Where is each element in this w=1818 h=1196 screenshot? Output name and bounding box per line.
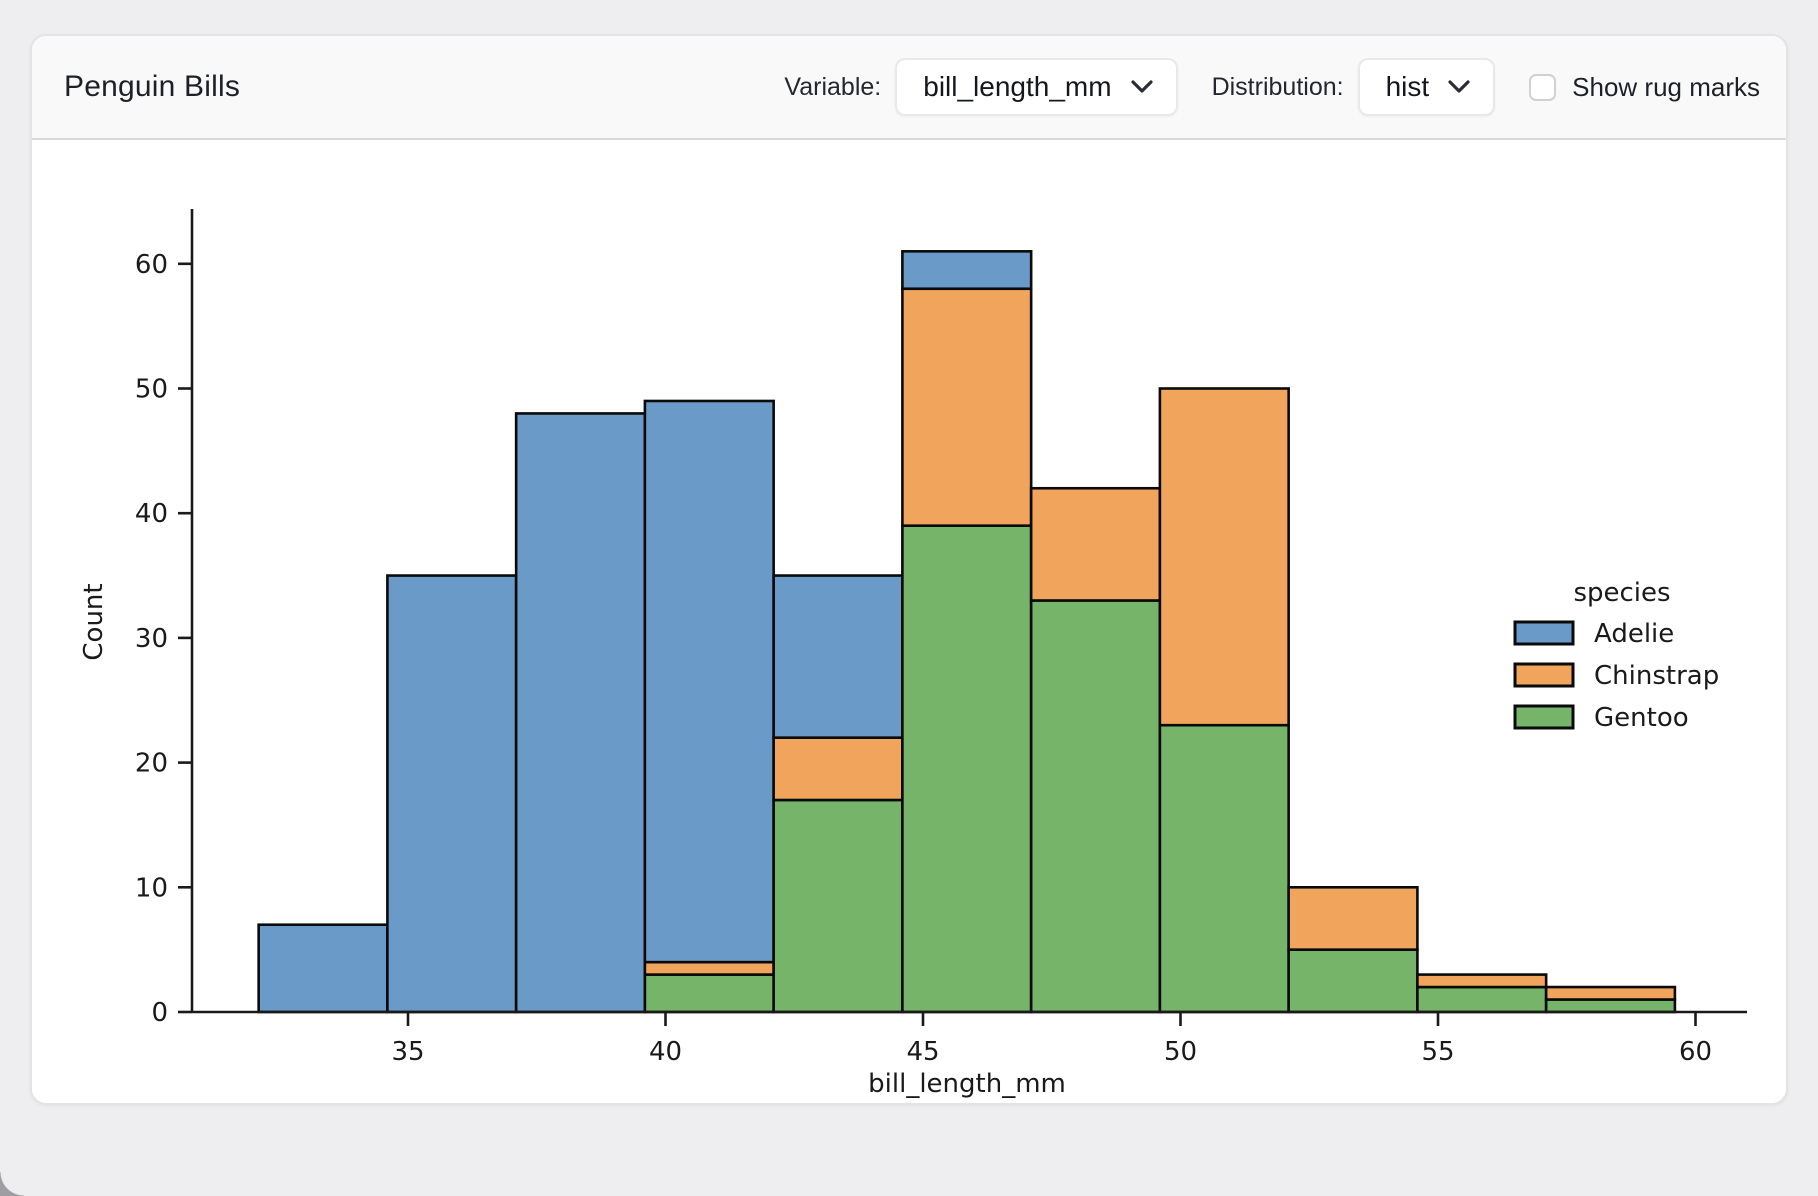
bar-segment-gentoo-bin5 <box>901 524 1033 1014</box>
bar-segment-gentoo-bin3 <box>643 973 775 1014</box>
legend-title: species <box>1573 578 1670 608</box>
show-rug-marks-checkbox[interactable] <box>1529 73 1557 101</box>
legend-swatch-gentoo <box>1513 704 1575 730</box>
x-tick-label: 40 <box>649 1037 682 1067</box>
bar-segment-gentoo-bin6 <box>1029 599 1162 1014</box>
x-tick-label: 35 <box>391 1037 424 1067</box>
chart-area: 35 40 45 50 55 60 0 10 20 30 40 50 60 bill_length_mm C… <box>32 142 1786 1103</box>
y-tick-label: 10 <box>135 873 168 903</box>
bar-segment-gentoo-bin9 <box>1416 985 1548 1014</box>
x-axis-label: bill_length_mm <box>868 1069 1066 1099</box>
bar-segment-chinstrap-bin9 <box>1416 973 1548 989</box>
bar-segment-gentoo-bin4 <box>772 798 904 1014</box>
variable-select[interactable]: bill_length_mm <box>895 58 1178 116</box>
bar-segment-chinstrap-bin10 <box>1544 985 1677 1001</box>
y-tick-label: 0 <box>151 998 168 1028</box>
bar-segment-adelie-bin0 <box>257 923 389 1014</box>
bar-segment-gentoo-bin8 <box>1287 948 1419 1014</box>
distribution-label: Distribution: <box>1211 72 1344 101</box>
legend-label-adelie: Adelie <box>1594 619 1674 649</box>
y-tick-label: 30 <box>135 624 168 654</box>
page-title: Penguin Bills <box>64 70 241 103</box>
bar-segment-adelie-bin5 <box>901 250 1033 291</box>
bar-segment-adelie-bin2 <box>514 412 647 1014</box>
x-tick-label: 55 <box>1421 1037 1454 1067</box>
y-tick-label: 20 <box>135 749 168 779</box>
bar-segment-gentoo-bin10 <box>1544 998 1677 1014</box>
histogram-chart: 35 40 45 50 55 60 0 10 20 30 40 50 60 bill_length_mm C… <box>79 209 1747 1099</box>
y-tick-label: 40 <box>135 499 168 529</box>
x-tick-label: 60 <box>1679 1037 1712 1067</box>
y-tick-label: 60 <box>135 250 168 280</box>
rug-marks-control: Show rug marks <box>1529 72 1760 103</box>
bar-segment-adelie-bin1 <box>386 574 518 1014</box>
penguin-bills-card: Penguin Bills Variable: bill_length_mm D… <box>30 34 1788 1105</box>
show-rug-marks-label: Show rug marks <box>1572 71 1760 102</box>
x-tick-label: 45 <box>906 1037 939 1067</box>
variable-label: Variable: <box>784 72 882 101</box>
chevron-down-icon <box>1130 79 1154 95</box>
x-tick-label: 50 <box>1164 1037 1197 1067</box>
bar-segment-chinstrap-bin6 <box>1029 486 1162 602</box>
legend-label-chinstrap: Chinstrap <box>1594 661 1719 691</box>
bar-segment-chinstrap-bin5 <box>901 287 1033 527</box>
screen-corner-artifact <box>0 1172 24 1196</box>
bar-segment-gentoo-bin7 <box>1158 723 1290 1014</box>
y-axis-label: Count <box>79 583 109 660</box>
distribution-select-value: hist <box>1385 71 1430 102</box>
bar-segment-chinstrap-bin4 <box>772 736 904 802</box>
legend-swatch-adelie <box>1513 620 1575 646</box>
variable-select-value: bill_length_mm <box>923 71 1112 102</box>
bar-segment-adelie-bin3 <box>643 399 775 964</box>
legend-label-gentoo: Gentoo <box>1594 703 1689 733</box>
bar-segment-adelie-bin4 <box>772 574 904 739</box>
card-header: Penguin Bills Variable: bill_length_mm D… <box>32 36 1786 140</box>
bar-segment-chinstrap-bin3 <box>643 960 775 976</box>
y-tick-label: 50 <box>135 375 168 405</box>
bar-segment-chinstrap-bin7 <box>1158 387 1290 727</box>
distribution-select[interactable]: hist <box>1357 58 1496 116</box>
legend-swatch-chinstrap <box>1513 662 1575 688</box>
chevron-down-icon <box>1447 79 1471 95</box>
bar-segment-chinstrap-bin8 <box>1287 885 1419 951</box>
